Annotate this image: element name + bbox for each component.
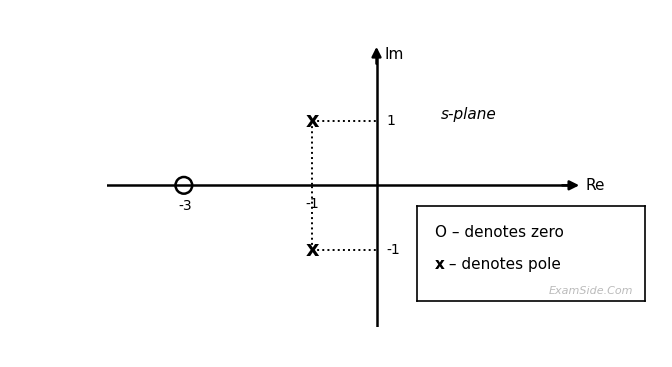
Text: s-plane: s-plane: [441, 107, 497, 122]
Text: Im: Im: [384, 47, 404, 62]
Text: -1: -1: [305, 197, 319, 211]
Text: O – denotes zero: O – denotes zero: [435, 225, 564, 240]
Text: x: x: [306, 240, 319, 259]
Text: x – denotes pole: x – denotes pole: [435, 257, 561, 272]
Text: 1: 1: [386, 114, 395, 128]
Text: x: x: [306, 111, 319, 131]
Text: Re: Re: [585, 178, 605, 193]
Text: -3: -3: [178, 200, 192, 214]
Text: -1: -1: [386, 243, 400, 257]
Text: x: x: [435, 257, 445, 272]
Text: ExamSide.Com: ExamSide.Com: [549, 286, 634, 296]
